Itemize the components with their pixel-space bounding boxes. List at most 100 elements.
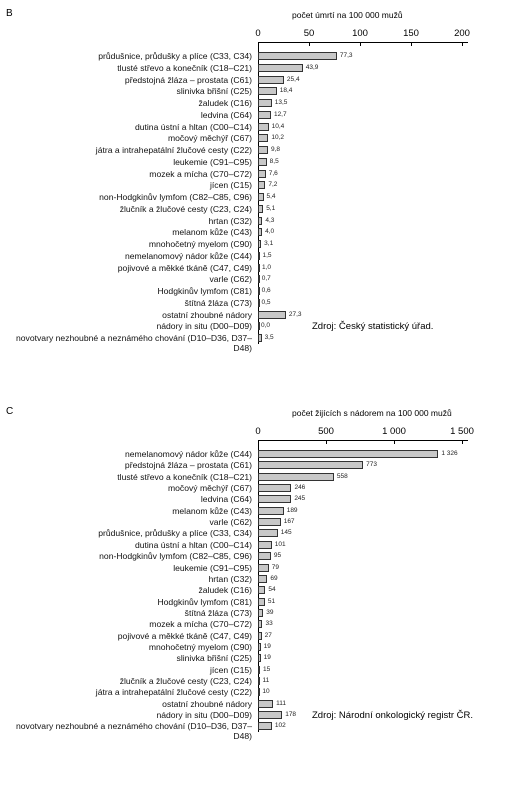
bar <box>258 99 272 107</box>
bar <box>258 540 272 549</box>
bar <box>258 699 274 708</box>
bar <box>258 134 269 143</box>
category-label: varle (C62) <box>209 517 252 528</box>
category-label: slinivka břišní (C25) <box>176 86 252 97</box>
category-label: jícen (C15) <box>209 180 252 191</box>
value-label: 27 <box>264 631 272 639</box>
bar <box>258 334 262 342</box>
value-label: 7,2 <box>268 181 278 189</box>
value-label: 39 <box>266 608 274 616</box>
x-axis-line <box>258 42 468 43</box>
category-label: mozek a mícha (C70–C72) <box>149 168 252 179</box>
category-label: dutina ústní a hltan (C00–C14) <box>134 539 252 550</box>
category-label: hrtan (C32) <box>208 215 252 226</box>
bar <box>258 122 269 131</box>
category-label: štítná žláza (C73) <box>184 297 252 308</box>
bar <box>258 472 334 481</box>
value-label: 558 <box>336 472 348 480</box>
value-label: 13,5 <box>274 99 288 106</box>
value-label: 145 <box>280 529 292 537</box>
value-label: 69 <box>270 574 278 582</box>
x-tick-label: 100 <box>352 28 368 39</box>
bar <box>258 75 284 84</box>
y-axis-line <box>258 42 259 344</box>
category-label: průdušnice, průdušky a plíce (C33, C34) <box>98 528 252 539</box>
value-label: 1,0 <box>262 263 272 271</box>
bar <box>258 642 261 651</box>
x-tick <box>326 440 327 444</box>
bar <box>258 665 261 674</box>
category-label: nádory in situ (D00–D09) <box>156 321 252 332</box>
value-label: 3,1 <box>264 240 274 247</box>
value-label: 19 <box>263 654 271 662</box>
value-label: 18,4 <box>279 87 293 95</box>
value-label: 15 <box>263 665 271 673</box>
source-note: Zdroj: Národní onkologický registr ČR. <box>312 710 474 722</box>
value-label: 3,5 <box>264 334 274 341</box>
bar <box>258 310 286 319</box>
x-tick-label: 150 <box>403 28 419 39</box>
bar <box>258 461 364 470</box>
category-label: nádory in situ (D00–D09) <box>156 710 252 721</box>
value-label: 10 <box>262 688 270 696</box>
bar <box>258 204 264 213</box>
x-tick <box>309 42 310 46</box>
x-axis-label: počet žijících s nádorem na 100 000 mužů <box>292 408 452 418</box>
bar <box>258 552 271 561</box>
x-tick-label: 1 500 <box>450 426 474 437</box>
panel-title: C <box>6 406 14 417</box>
category-label: pojivové a měkké tkáně (C47, C49) <box>117 262 252 273</box>
value-label: 51 <box>267 597 276 605</box>
category-label: ostatní zhoubné nádory <box>162 698 252 709</box>
category-label: leukemie (C91–C95) <box>173 156 252 167</box>
value-label: 0,7 <box>261 275 271 283</box>
value-label: 4,3 <box>265 216 275 224</box>
bar <box>258 586 266 595</box>
bar <box>258 251 260 260</box>
bar <box>258 677 260 685</box>
bar <box>258 193 264 201</box>
category-label: hrtan (C32) <box>208 573 252 584</box>
bar <box>258 608 264 617</box>
bar <box>258 169 266 178</box>
category-label: pojivové a měkké tkáně (C47, C49) <box>117 630 252 641</box>
bar <box>258 722 272 731</box>
value-label: 101 <box>274 540 286 548</box>
value-label: 0,6 <box>261 287 271 294</box>
category-label: novotvary nezhoubné a neznámého chování … <box>15 721 252 742</box>
value-label: 10,4 <box>271 122 285 130</box>
category-label: žlučník a žlučové cesty (C23, C24) <box>119 203 252 214</box>
value-label: 25,4 <box>286 75 300 83</box>
bar <box>258 518 281 527</box>
value-label: 178 <box>285 711 297 719</box>
category-label: nemelanomový nádor kůže (C44) <box>124 449 252 459</box>
value-label: 1,5 <box>262 251 272 259</box>
category-label: nemelanomový nádor kůže (C44) <box>124 250 252 261</box>
bar <box>258 146 268 154</box>
value-label: 111 <box>276 699 286 707</box>
category-label: močový měchýř (C67) <box>167 483 252 494</box>
value-label: 245 <box>294 495 306 503</box>
category-label: játra a intrahepatální žlučové cesty (C2… <box>95 687 252 698</box>
category-label: žaludek (C16) <box>198 585 253 596</box>
x-tick <box>394 440 395 444</box>
category-label: mozek a mícha (C70–C72) <box>149 619 252 630</box>
bar <box>258 216 263 225</box>
bar <box>258 484 292 493</box>
x-axis-label: počet úmrtí na 100 000 mužů <box>292 10 403 20</box>
category-label: non-Hodgkinův lymfom (C82–C85, C96) <box>99 551 252 562</box>
x-axis-line <box>258 440 468 441</box>
value-label: 79 <box>271 563 279 571</box>
bar <box>258 631 262 640</box>
category-label: mnohočetný myelom (C90) <box>148 641 252 652</box>
category-label: močový měchýř (C67) <box>167 133 252 144</box>
value-label: 7,6 <box>268 169 278 177</box>
category-label: štítná žláza (C73) <box>184 607 252 618</box>
value-label: 167 <box>283 518 295 526</box>
bar <box>258 52 337 60</box>
x-tick-label: 500 <box>318 426 334 437</box>
value-label: 5,4 <box>266 193 276 200</box>
x-tick <box>462 42 463 46</box>
bar <box>258 574 268 583</box>
